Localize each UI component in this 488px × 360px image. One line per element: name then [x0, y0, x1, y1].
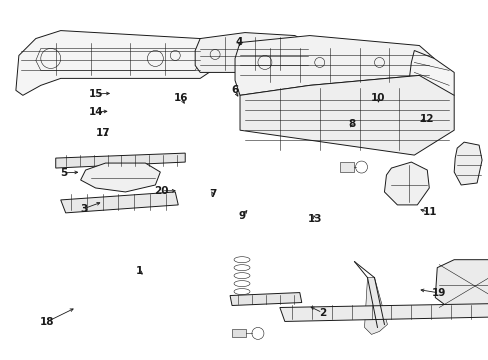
- Text: 18: 18: [40, 317, 54, 327]
- Text: 3: 3: [80, 204, 87, 214]
- Polygon shape: [240, 75, 453, 155]
- Polygon shape: [81, 163, 160, 192]
- Polygon shape: [364, 278, 386, 334]
- Text: 16: 16: [174, 93, 188, 103]
- Polygon shape: [279, 302, 488, 321]
- Text: 9: 9: [238, 211, 245, 221]
- Text: 15: 15: [88, 89, 103, 99]
- Bar: [339, 162, 353, 172]
- Polygon shape: [16, 31, 215, 95]
- Polygon shape: [384, 162, 428, 205]
- Text: 10: 10: [370, 93, 385, 103]
- Polygon shape: [453, 142, 481, 185]
- Text: 14: 14: [88, 107, 103, 117]
- Text: 19: 19: [431, 288, 446, 298]
- Text: 5: 5: [61, 168, 68, 178]
- Text: 8: 8: [347, 120, 355, 129]
- Polygon shape: [195, 32, 309, 72]
- Polygon shape: [61, 192, 178, 213]
- Text: 4: 4: [235, 37, 243, 47]
- Text: 12: 12: [419, 114, 433, 124]
- Text: 7: 7: [209, 189, 216, 199]
- Polygon shape: [229, 293, 301, 306]
- Text: 13: 13: [307, 215, 322, 224]
- Polygon shape: [56, 153, 185, 168]
- Polygon shape: [408, 50, 453, 105]
- Text: 11: 11: [422, 207, 436, 217]
- Polygon shape: [235, 36, 433, 95]
- Text: 20: 20: [154, 186, 168, 196]
- Text: 6: 6: [231, 85, 238, 95]
- Text: 1: 1: [136, 266, 143, 276]
- Polygon shape: [434, 260, 488, 310]
- Text: 2: 2: [318, 308, 325, 318]
- Text: 17: 17: [96, 129, 110, 138]
- Bar: [232, 329, 245, 337]
